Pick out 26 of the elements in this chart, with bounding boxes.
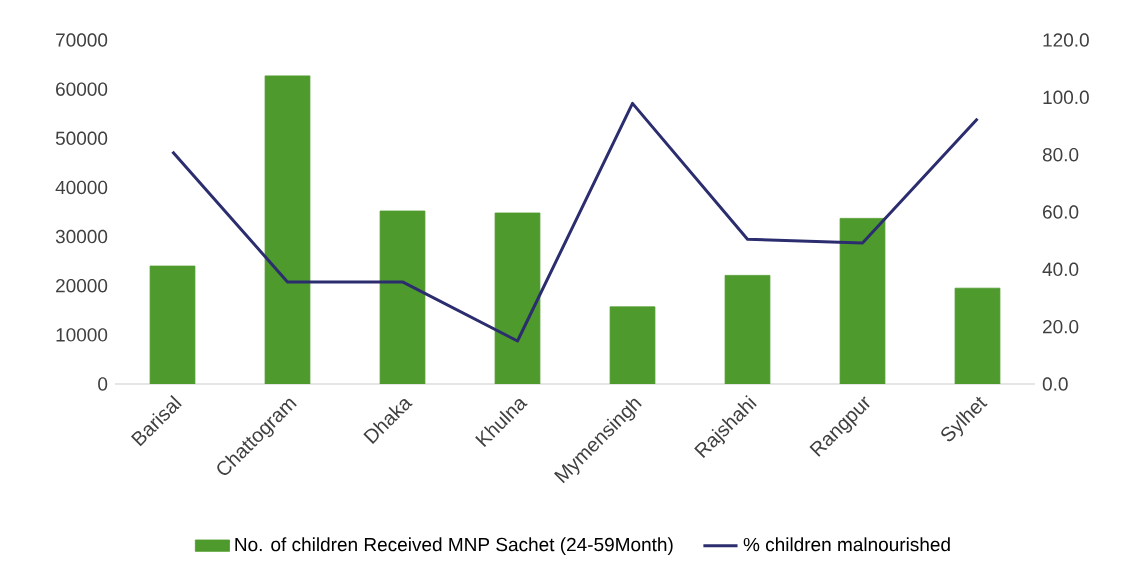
y2-tick-label: 120.0 [1043, 33, 1089, 47]
y-tick-label: 10000 [56, 328, 108, 342]
y2-tick-label: 20.0 [1043, 319, 1079, 334]
bar [264, 75, 311, 384]
y2-tick-label: 0.0 [1042, 377, 1068, 391]
y2-tick-label: 100.0 [1043, 90, 1089, 105]
y2-tick-label: 80.0 [1042, 147, 1079, 162]
line-series [171, 101, 980, 343]
bar [954, 287, 1001, 384]
legend-label: % children malnourished [743, 537, 950, 552]
bar [839, 217, 886, 384]
bar [149, 265, 196, 384]
y2-tick-label: 60.0 [1043, 205, 1079, 219]
y-tick-label: 60000 [56, 82, 108, 96]
y-tick-label: 0 [98, 377, 108, 391]
y-tick-label: 70000 [56, 33, 108, 47]
y-tick-label: 20000 [56, 278, 108, 293]
y-tick-label: 30000 [55, 229, 108, 244]
y2-tick-label: 40.0 [1042, 262, 1079, 277]
bar [724, 275, 771, 384]
legend-label: No. of children Received MNP Sachet (24-59Month) [235, 537, 673, 555]
bar [609, 306, 656, 384]
bar [494, 212, 541, 384]
y-tick-label: 40000 [55, 180, 108, 195]
bar [379, 210, 426, 384]
y-tick-label: 50000 [55, 131, 108, 146]
